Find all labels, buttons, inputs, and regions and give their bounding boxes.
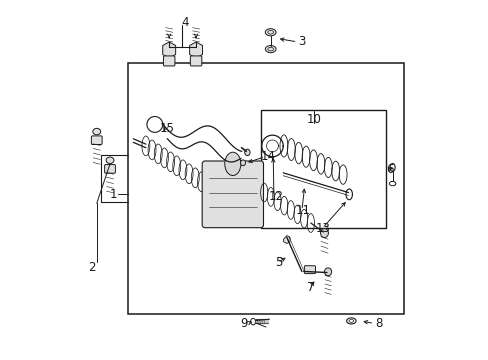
FancyBboxPatch shape: [190, 56, 202, 66]
Ellipse shape: [324, 268, 331, 276]
Text: 9: 9: [240, 317, 248, 330]
Ellipse shape: [320, 229, 328, 238]
Text: 2: 2: [88, 261, 96, 274]
Text: 1: 1: [110, 188, 117, 201]
Text: 11: 11: [296, 204, 310, 217]
FancyBboxPatch shape: [202, 161, 263, 228]
Ellipse shape: [244, 149, 249, 156]
Bar: [128, 63, 403, 315]
Text: 3: 3: [298, 35, 305, 49]
Text: 8: 8: [374, 317, 382, 330]
Ellipse shape: [265, 29, 276, 36]
Text: 15: 15: [160, 122, 175, 135]
FancyBboxPatch shape: [163, 56, 175, 66]
FancyBboxPatch shape: [304, 266, 315, 274]
FancyBboxPatch shape: [91, 136, 102, 144]
Text: 10: 10: [306, 113, 321, 126]
Polygon shape: [283, 235, 289, 243]
FancyBboxPatch shape: [104, 165, 115, 173]
Ellipse shape: [240, 160, 245, 166]
Polygon shape: [163, 42, 175, 58]
Text: 6: 6: [385, 163, 393, 176]
Polygon shape: [189, 42, 202, 58]
Ellipse shape: [106, 157, 114, 163]
Text: 13: 13: [315, 222, 330, 235]
Text: 7: 7: [306, 281, 314, 294]
Ellipse shape: [224, 152, 241, 176]
Text: 14: 14: [260, 150, 275, 163]
Ellipse shape: [93, 129, 101, 135]
Text: 5: 5: [274, 256, 282, 269]
Ellipse shape: [265, 45, 276, 53]
Text: 12: 12: [268, 190, 283, 203]
Bar: [260, 110, 386, 228]
Text: 4: 4: [181, 16, 189, 29]
